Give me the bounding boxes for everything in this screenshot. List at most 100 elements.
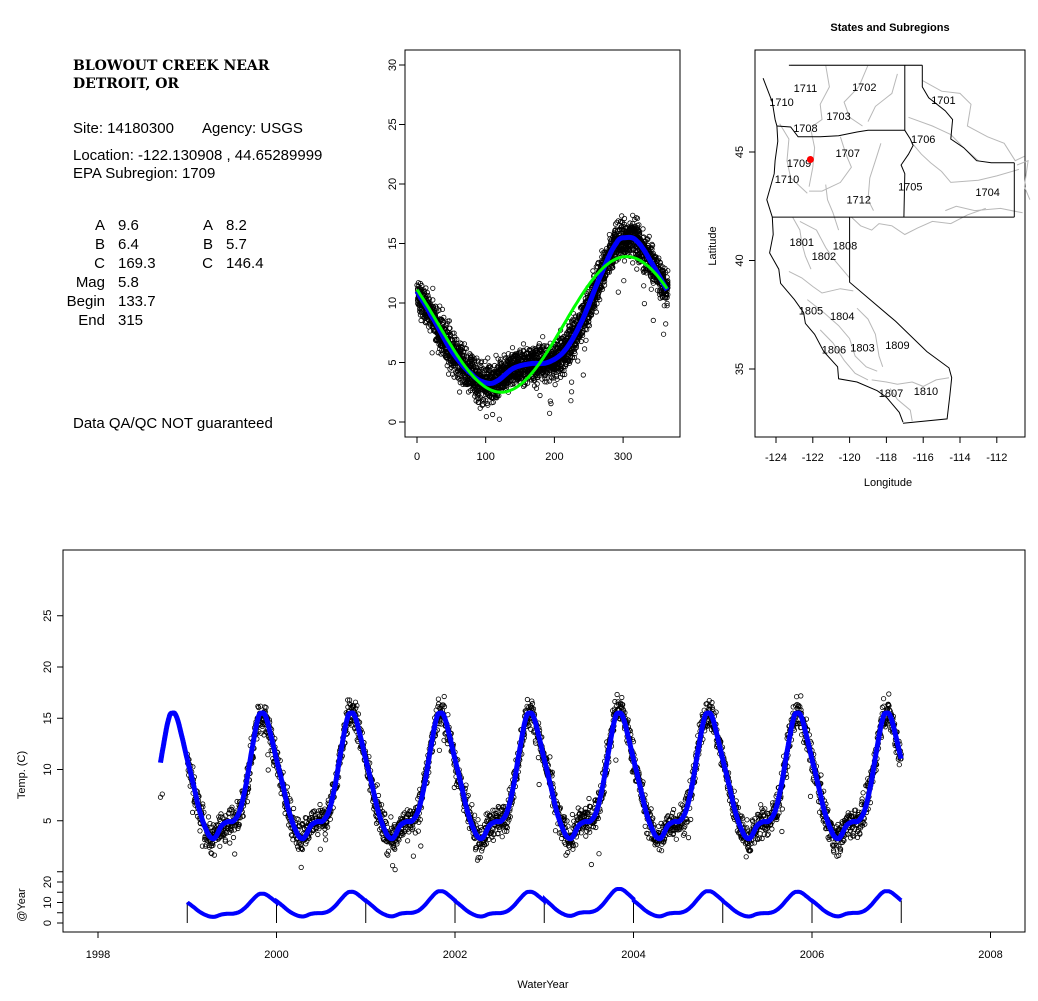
subregion-boundary [779, 123, 808, 194]
observation-point [649, 241, 655, 247]
observation-point [298, 864, 304, 871]
observation-point [382, 811, 388, 818]
subregion-label: 1712 [847, 195, 871, 207]
observation-point [435, 349, 441, 356]
x-tick-label: -124 [765, 452, 787, 464]
observation-point [437, 338, 443, 344]
subregion-label: 1802 [812, 251, 836, 263]
observation-point [634, 232, 640, 238]
param-label: Begin [67, 293, 105, 310]
observation-point [570, 316, 576, 322]
subregion-boundary [867, 143, 882, 211]
param-value: 169.3 [118, 255, 156, 272]
observation-point [479, 402, 485, 408]
subregion-boundary [806, 299, 878, 372]
observation-point [452, 369, 459, 375]
observation-point [392, 866, 398, 873]
subregion-boundary [867, 73, 898, 122]
x-tick-label: 200 [545, 451, 563, 463]
observation-point [569, 811, 576, 818]
observation-point [203, 836, 209, 842]
observation-point [389, 862, 396, 869]
observation-point [601, 249, 608, 255]
observation-point [536, 347, 542, 353]
observation-point [499, 834, 505, 840]
observation-point [517, 347, 523, 353]
observation-point [569, 319, 575, 325]
observation-point [614, 249, 620, 255]
observation-point [653, 256, 659, 263]
observation-point [568, 398, 574, 404]
observation-point [410, 853, 416, 859]
x-tick-label: 300 [614, 451, 632, 463]
subregion-label: 1710 [775, 174, 799, 186]
observation-point [494, 395, 500, 401]
subregion-label: 1810 [914, 386, 938, 398]
observation-point [467, 377, 473, 383]
y-tick-label: 10 [387, 297, 399, 309]
observation-point [593, 309, 599, 315]
observation-point [205, 814, 212, 820]
observation-point [430, 304, 437, 310]
observation-point [527, 348, 534, 354]
observation-point [501, 382, 507, 388]
subregion-boundaries [779, 64, 1031, 422]
observation-point [544, 370, 550, 376]
observation-point [443, 322, 449, 328]
observation-point [488, 369, 494, 376]
observation-point [299, 845, 305, 852]
observation-point [643, 238, 649, 244]
observation-point [439, 321, 445, 327]
observation-point [612, 221, 619, 227]
observation-point [374, 782, 380, 788]
subregion-label: 1707 [836, 148, 860, 160]
observation-point [470, 365, 476, 371]
subregion-boundary [808, 130, 816, 187]
observation-point [548, 400, 554, 407]
observation-point [588, 861, 595, 868]
observation-point [609, 263, 615, 269]
observation-point [614, 691, 620, 698]
observation-point [568, 379, 575, 385]
site-title-line1: BLOWOUT CREEK NEAR [73, 58, 270, 74]
observation-point [590, 268, 596, 274]
observation-point [626, 229, 632, 235]
param-value: 6.4 [118, 236, 139, 253]
observation-point [228, 827, 235, 834]
observation-point [255, 703, 261, 710]
y-tick-label: 35 [734, 363, 746, 375]
observation-point [230, 834, 237, 841]
observation-point [417, 308, 423, 314]
param-label: Mag [76, 274, 105, 291]
observation-point [659, 294, 665, 301]
observation-point [429, 350, 435, 356]
observation-point [634, 266, 640, 272]
observation-point [435, 696, 441, 702]
observation-point [218, 814, 224, 820]
observation-point [352, 699, 359, 705]
observation-point [621, 258, 628, 264]
observation-point [480, 396, 486, 402]
observation-point [445, 371, 452, 377]
site-id: Site: 14180300 [73, 120, 174, 137]
observation-point [426, 296, 432, 302]
subregion-label: 1805 [799, 305, 823, 317]
observation-point [461, 341, 467, 347]
x-tick-label: -112 [986, 452, 1007, 464]
observation-point [562, 363, 569, 369]
observation-point [630, 226, 637, 232]
observation-point [210, 842, 216, 849]
observation-point [475, 817, 481, 823]
observation-point [557, 374, 564, 380]
observation-point [416, 819, 422, 825]
observation-point [641, 269, 647, 275]
observation-point [464, 377, 470, 384]
subregion-label: 1708 [793, 123, 817, 135]
observation-point [625, 241, 631, 247]
observation-point [550, 368, 556, 374]
blue-fit-line [414, 234, 670, 387]
observation-point [316, 826, 322, 832]
observation-point [200, 801, 206, 807]
observation-point [469, 801, 475, 808]
